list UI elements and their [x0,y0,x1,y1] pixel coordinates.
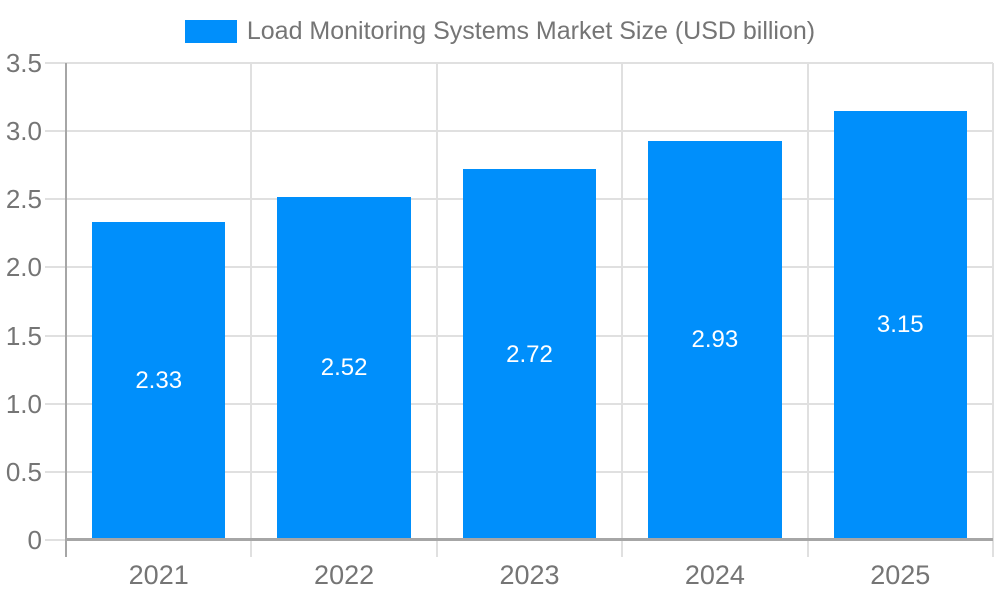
x-axis-tick-label: 2025 [870,560,931,590]
x-axis-tick-label: 2021 [128,560,189,590]
bar-2023[interactable] [462,169,597,540]
bar-2021[interactable] [91,222,226,540]
bar-value-label: 2.33 [135,367,183,395]
bar-2024[interactable] [648,140,782,540]
gridline-vertical [806,63,809,557]
legend-label: Load Monitoring Systems Market Size (USD… [246,17,816,45]
y-axis-tick [45,130,66,133]
y-axis-tick-label: 2.5 [5,184,42,215]
gridline-vertical [621,63,624,557]
y-axis-tick-label: 3.5 [5,48,42,78]
y-axis-tick [45,539,66,541]
x-axis-line [66,538,993,541]
y-axis-tick [45,198,66,201]
bar-value-label: 2.52 [320,354,368,382]
x-axis-tick-label: 2022 [314,560,375,590]
legend-swatch [184,20,237,43]
bar-value-label: 2.72 [506,340,553,368]
y-axis-tick-label: 2.0 [5,252,42,283]
y-axis-tick-label: 0.5 [5,456,42,487]
gridline-vertical [992,63,994,557]
gridline-horizontal [66,62,993,64]
y-axis-tick [45,470,66,473]
y-axis-line [65,63,67,557]
y-axis-tick-label: 0 [27,525,42,555]
chart-legend[interactable]: Load Monitoring Systems Market Size (USD… [0,19,1000,44]
bar-2022[interactable] [277,196,411,540]
y-axis-tick [45,62,66,64]
x-axis-tick-label: 2023 [499,560,560,590]
bar-2025[interactable] [833,110,968,540]
x-axis-tick-label: 2024 [684,560,745,590]
gridline-vertical [435,63,438,557]
y-axis-tick-label: 1.5 [5,320,42,351]
y-axis-tick [45,334,66,337]
bar-value-label: 2.93 [691,326,739,354]
plot-area: 0 0.5 1.0 1.5 2.0 2.5 3.0 3.5 2.33 2021 2.52 2022 2.… [6,48,994,590]
bar-value-label: 3.15 [876,311,924,339]
y-axis-tick-label: 3.0 [5,116,42,147]
y-axis-tick-label: 1.0 [5,388,42,419]
y-axis-tick [45,402,66,405]
gridline-vertical [250,63,253,557]
gridline-horizontal [66,130,993,133]
y-axis-tick [45,266,66,269]
